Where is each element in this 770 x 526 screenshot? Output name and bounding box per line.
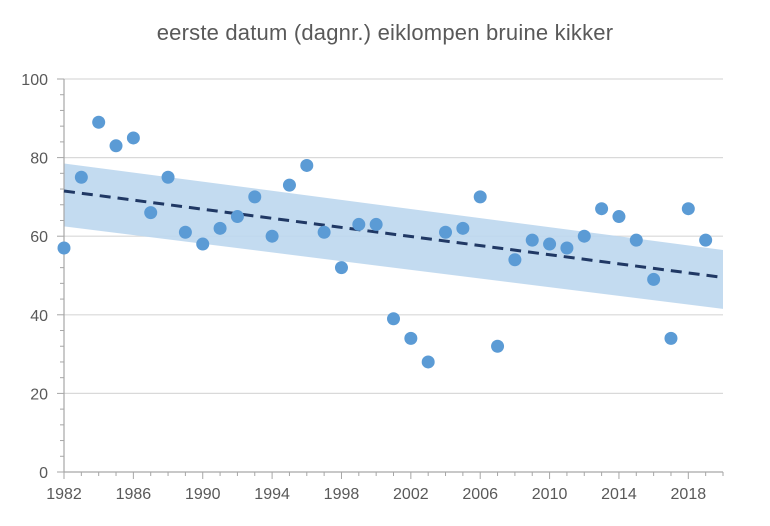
x-tick-labels: 1982 1986 1990 1994 1998 2002 2006 2010 2014 2018 bbox=[46, 486, 706, 503]
data-point bbox=[109, 139, 123, 153]
data-point bbox=[387, 312, 400, 326]
x-tick-label: 2006 bbox=[462, 486, 498, 503]
x-tick-label: 1986 bbox=[116, 486, 152, 503]
data-point bbox=[421, 355, 435, 369]
data-point bbox=[525, 233, 539, 247]
data-point bbox=[699, 233, 713, 247]
y-tick-label: 60 bbox=[30, 229, 48, 246]
data-point bbox=[543, 237, 557, 251]
y-tick-label: 80 bbox=[30, 151, 48, 168]
data-point bbox=[265, 229, 279, 243]
confidence-band bbox=[64, 163, 723, 309]
x-tick-label: 2002 bbox=[393, 486, 429, 503]
data-point bbox=[664, 331, 678, 345]
chart-title: eerste datum (dagnr.) eiklompen bruine k… bbox=[156, 20, 614, 45]
data-point bbox=[629, 233, 643, 247]
data-point bbox=[404, 331, 418, 345]
data-point bbox=[560, 241, 574, 255]
data-point bbox=[248, 190, 262, 204]
data-point bbox=[317, 225, 331, 239]
data-point bbox=[196, 237, 210, 251]
x-tick-label: 1990 bbox=[185, 486, 221, 503]
data-point bbox=[334, 261, 348, 275]
y-tick-label: 0 bbox=[39, 465, 48, 482]
x-tick-label: 2014 bbox=[601, 486, 637, 503]
data-points bbox=[57, 115, 713, 369]
x-tick-label: 1994 bbox=[254, 486, 290, 503]
trend-line bbox=[63, 189, 724, 279]
data-point bbox=[213, 221, 227, 235]
data-point bbox=[92, 115, 106, 129]
data-point bbox=[300, 158, 314, 172]
y-tick-labels: 0 20 40 60 80 100 bbox=[21, 72, 48, 482]
data-point bbox=[508, 253, 522, 267]
data-point bbox=[126, 131, 140, 145]
trend-line-layer bbox=[63, 189, 724, 279]
data-point bbox=[456, 221, 470, 235]
data-point bbox=[352, 217, 366, 231]
data-point bbox=[577, 229, 591, 243]
data-point bbox=[161, 170, 175, 184]
y-tick-label: 100 bbox=[21, 72, 48, 89]
confidence-band-layer bbox=[64, 163, 723, 309]
data-point bbox=[144, 206, 158, 220]
data-point bbox=[439, 225, 453, 239]
data-point bbox=[473, 190, 487, 204]
data-point bbox=[647, 272, 661, 286]
x-tick-label: 2010 bbox=[532, 486, 568, 503]
data-point bbox=[369, 217, 383, 231]
data-point bbox=[612, 210, 626, 224]
x-tick-label: 1998 bbox=[324, 486, 360, 503]
data-point bbox=[57, 241, 71, 255]
data-point bbox=[595, 202, 609, 216]
data-point bbox=[491, 339, 505, 353]
x-tick-label: 1982 bbox=[46, 486, 82, 503]
data-point bbox=[74, 170, 88, 184]
data-point bbox=[282, 178, 296, 192]
y-tick-label: 40 bbox=[30, 308, 48, 325]
axes bbox=[57, 78, 724, 479]
x-tick-label: 2018 bbox=[671, 486, 707, 503]
data-point bbox=[230, 210, 244, 224]
data-point bbox=[178, 225, 192, 239]
data-point bbox=[681, 202, 695, 216]
y-tick-label: 20 bbox=[30, 386, 48, 403]
